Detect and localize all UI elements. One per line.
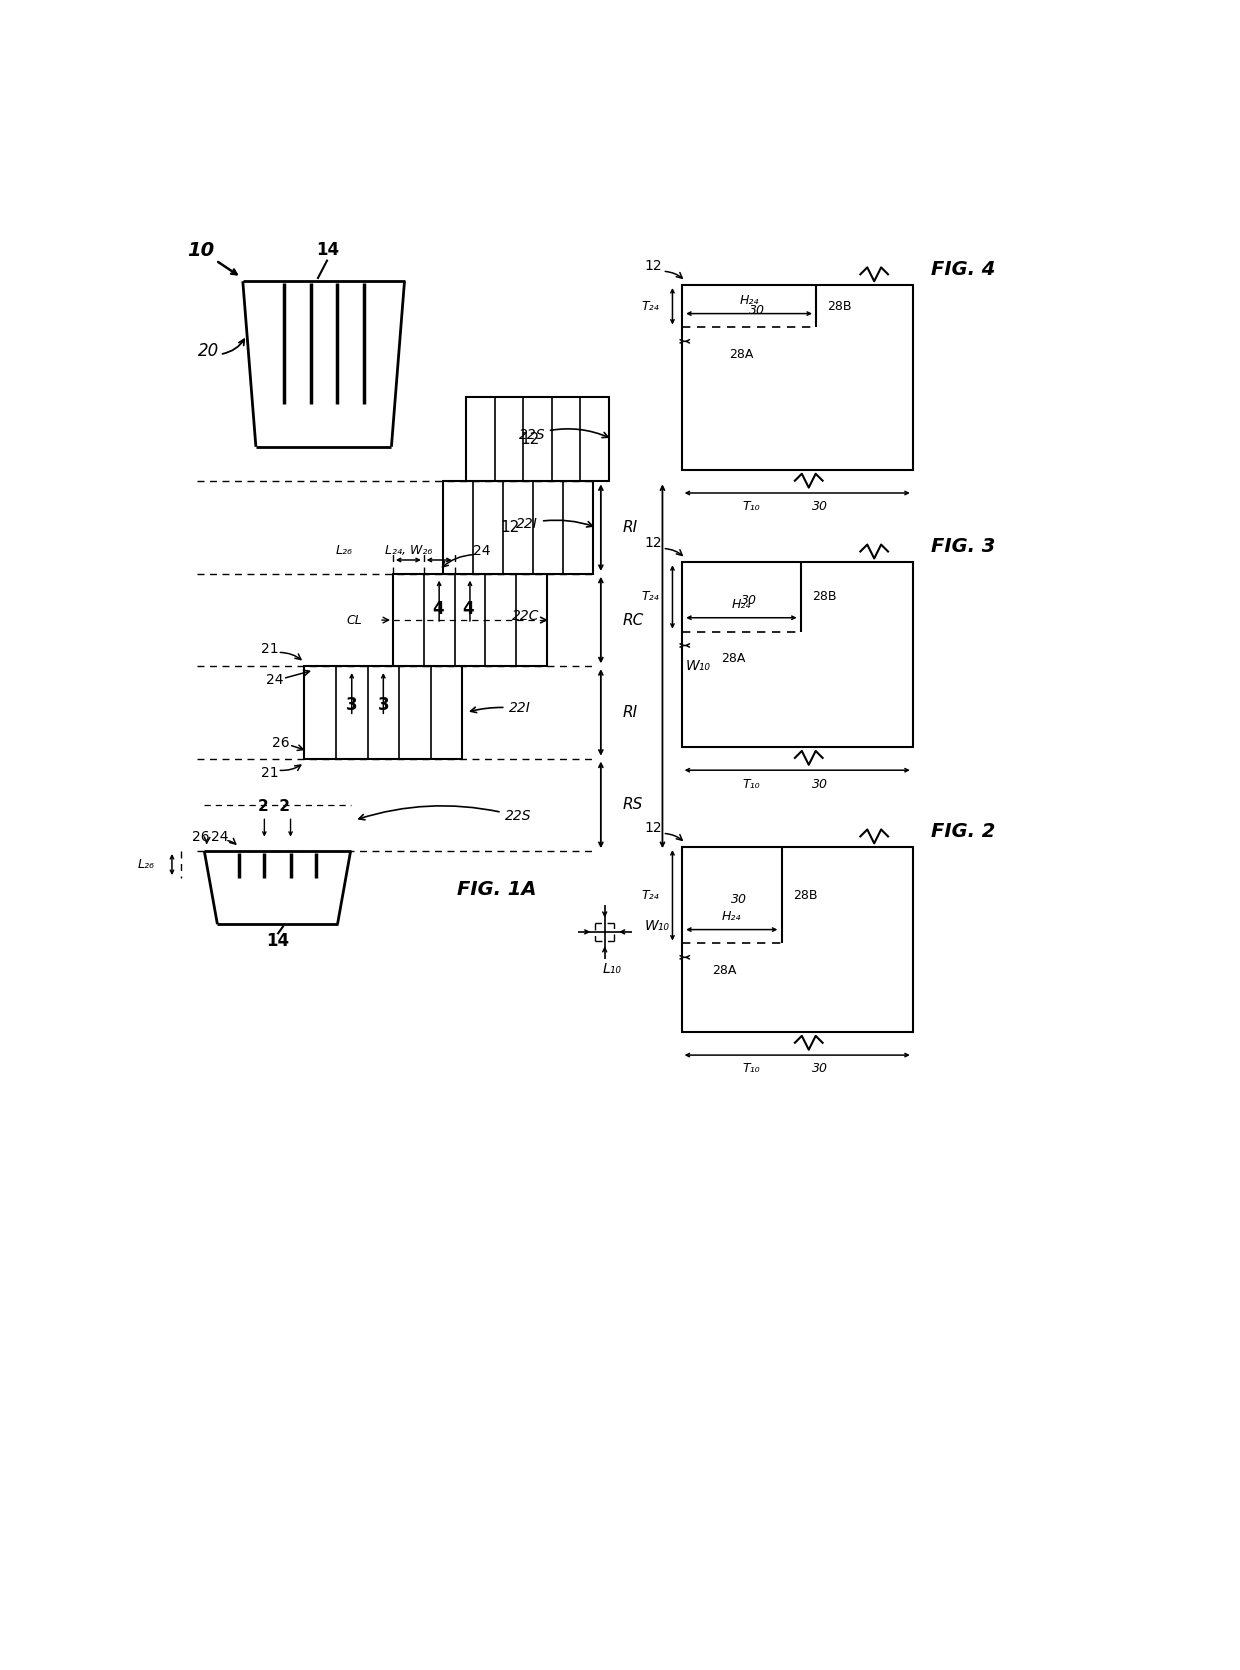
Text: H₂₄: H₂₄ <box>732 598 751 611</box>
Text: FIG. 3: FIG. 3 <box>930 538 994 556</box>
Text: 22I: 22I <box>516 516 593 531</box>
Text: 28A: 28A <box>722 651 746 665</box>
Text: 22C: 22C <box>512 610 547 623</box>
Text: 10: 10 <box>187 240 215 261</box>
Text: T₁₀: T₁₀ <box>743 778 760 790</box>
Text: H₂₄: H₂₄ <box>722 910 742 924</box>
Text: T₁₀: T₁₀ <box>743 1062 760 1075</box>
Text: 14: 14 <box>265 932 289 950</box>
Text: L₂₆: L₂₆ <box>336 544 353 558</box>
Text: 24: 24 <box>267 673 284 686</box>
Text: 2  2: 2 2 <box>258 798 290 813</box>
Text: RC: RC <box>622 613 644 628</box>
Text: L₂₄, W₂₆: L₂₄, W₂₆ <box>384 544 432 558</box>
Text: RS: RS <box>622 797 642 812</box>
Text: 30: 30 <box>812 1062 828 1075</box>
Text: 12: 12 <box>645 259 662 272</box>
Text: T₂₄: T₂₄ <box>641 888 658 902</box>
Text: W₁₀: W₁₀ <box>686 660 711 673</box>
Text: 12: 12 <box>645 536 662 549</box>
Text: L₁₀: L₁₀ <box>603 962 622 975</box>
Bar <box>443 481 593 574</box>
Text: 22I: 22I <box>471 701 531 715</box>
Text: H₂₄: H₂₄ <box>739 294 759 307</box>
Text: T₂₄: T₂₄ <box>641 301 658 312</box>
Text: L₂₆: L₂₆ <box>138 858 154 872</box>
Text: 22S: 22S <box>358 807 531 823</box>
Text: 3: 3 <box>346 696 357 713</box>
Bar <box>682 563 913 746</box>
Text: CL: CL <box>346 613 362 626</box>
Text: T₁₀: T₁₀ <box>743 501 760 513</box>
Text: 28B: 28B <box>827 301 852 312</box>
Text: 30: 30 <box>749 304 765 317</box>
Bar <box>466 397 609 481</box>
Text: 21: 21 <box>260 765 279 780</box>
Text: FIG. 4: FIG. 4 <box>930 261 994 279</box>
Text: 26: 26 <box>192 830 210 845</box>
Text: RI: RI <box>622 519 637 534</box>
Text: 4: 4 <box>463 600 474 618</box>
Bar <box>682 286 913 469</box>
Text: 28A: 28A <box>729 347 754 361</box>
Bar <box>393 574 547 666</box>
Text: 14: 14 <box>316 242 339 259</box>
Bar <box>682 847 913 1032</box>
Text: T₂₄: T₂₄ <box>641 591 658 603</box>
Text: FIG. 2: FIG. 2 <box>930 822 994 842</box>
Text: 24: 24 <box>211 830 228 845</box>
Text: 12: 12 <box>645 822 662 835</box>
Text: 26: 26 <box>273 736 290 750</box>
Text: 4: 4 <box>432 600 444 618</box>
Text: 22S: 22S <box>518 428 608 443</box>
Text: 21: 21 <box>260 643 279 656</box>
Text: FIG. 1A: FIG. 1A <box>458 880 537 898</box>
Text: 30: 30 <box>812 501 828 513</box>
Text: W₁₀: W₁₀ <box>645 919 670 934</box>
Bar <box>304 666 463 758</box>
Text: 28B: 28B <box>792 888 817 902</box>
Text: 12: 12 <box>501 519 520 534</box>
Text: 3: 3 <box>377 696 389 713</box>
Text: RI: RI <box>622 705 637 720</box>
Text: 20: 20 <box>197 342 218 359</box>
Text: 30: 30 <box>812 778 828 790</box>
Text: 12: 12 <box>520 431 539 446</box>
Text: 28B: 28B <box>812 591 837 603</box>
Text: 24: 24 <box>472 544 490 558</box>
Text: 30: 30 <box>742 595 758 608</box>
Text: 28A: 28A <box>712 964 737 977</box>
Text: 30: 30 <box>732 893 748 905</box>
